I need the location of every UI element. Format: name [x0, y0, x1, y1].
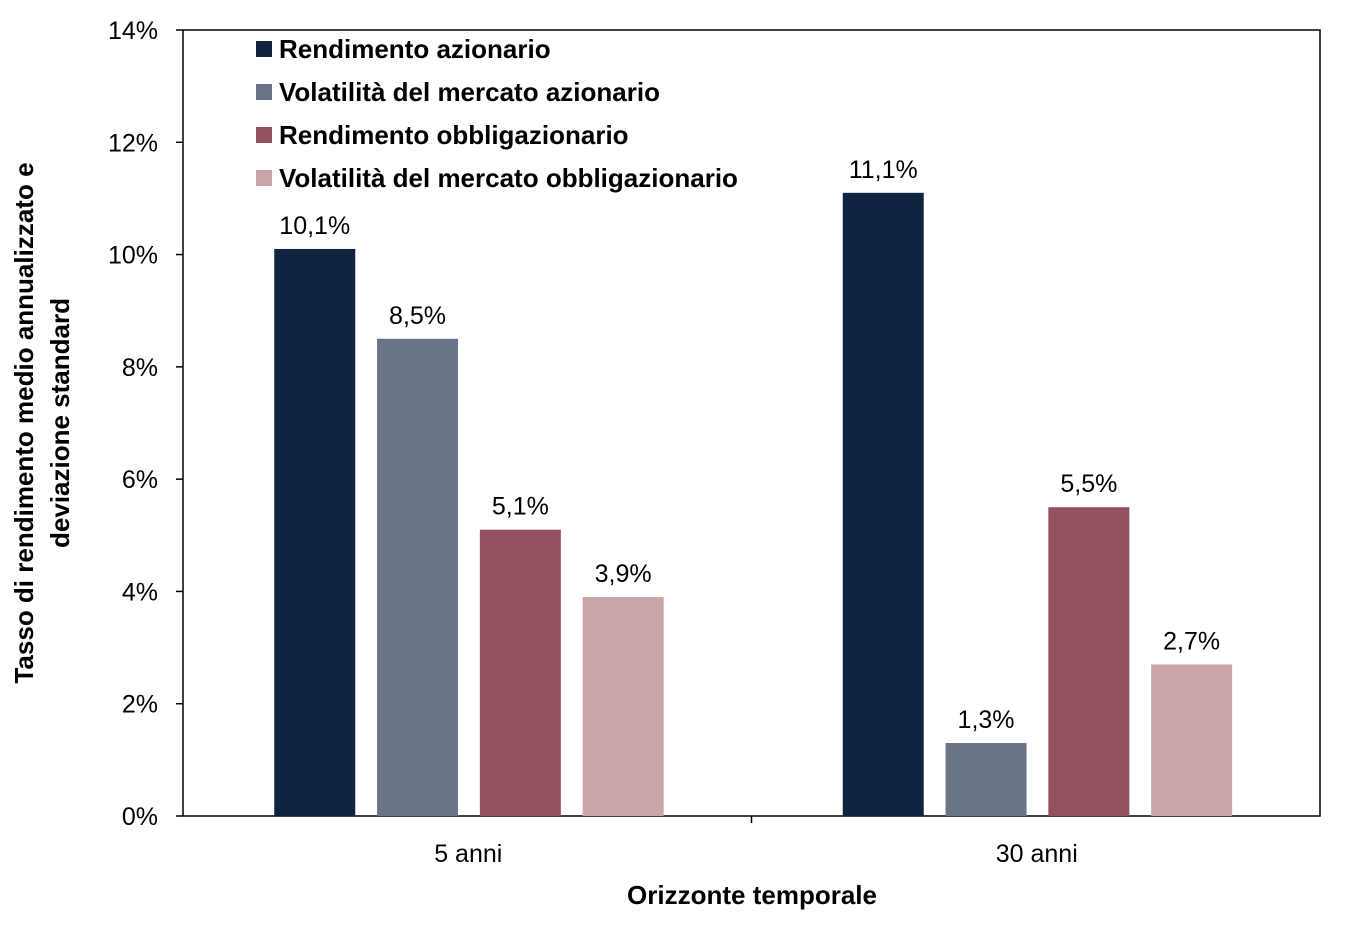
- y-tick-label: 0%: [122, 803, 158, 831]
- y-axis-title: Tasso di rendimento medio annualizzato e…: [9, 162, 75, 683]
- x-axis-title: Orizzonte temporale: [627, 880, 877, 910]
- bar: [945, 743, 1027, 816]
- legend: Rendimento azionario Volatilità del merca…: [256, 34, 738, 193]
- bar: [479, 529, 561, 816]
- bar: [274, 248, 356, 816]
- legend-label: Volatilità del mercato obbligazionario: [279, 163, 738, 193]
- data-label: 2,7%: [1163, 627, 1220, 655]
- data-label: 10,1%: [279, 212, 350, 240]
- legend-swatch: [256, 84, 272, 100]
- legend-swatch: [256, 127, 272, 143]
- data-label: 8,5%: [389, 302, 446, 330]
- data-label: 1,3%: [958, 706, 1015, 734]
- bar: [1151, 664, 1233, 816]
- x-axis-ticks: 5 anni 30 anni: [434, 816, 1078, 868]
- legend-swatch: [256, 170, 272, 186]
- bar: [582, 597, 664, 816]
- x-tick-label: 5 anni: [434, 840, 502, 868]
- data-label: 5,5%: [1060, 470, 1117, 498]
- bar: [377, 338, 459, 816]
- y-tick-label: 12%: [108, 129, 158, 157]
- data-label: 3,9%: [595, 560, 652, 588]
- bar: [1048, 507, 1130, 816]
- legend-label: Volatilità del mercato azionario: [279, 77, 660, 107]
- bars: 10,1% 8,5% 5,1% 3,9% 11,1% 1,3% 5,5% 2,7%: [274, 156, 1233, 817]
- data-label: 5,1%: [492, 493, 549, 521]
- legend-swatch: [256, 41, 272, 57]
- y-tick-label: 8%: [122, 354, 158, 382]
- bar: [842, 192, 924, 817]
- y-axis-title-line-2: deviazione standard: [45, 298, 75, 548]
- legend-label: Rendimento obbligazionario: [279, 120, 629, 150]
- y-axis-title-line-1: Tasso di rendimento medio annualizzato e: [9, 162, 39, 683]
- x-tick-label: 30 anni: [996, 840, 1078, 868]
- y-tick-label: 4%: [122, 578, 158, 606]
- y-tick-label: 14%: [108, 17, 158, 45]
- y-axis-ticks: 0% 2% 4% 6% 8% 10% 12% 14%: [108, 17, 183, 831]
- y-tick-label: 2%: [122, 691, 158, 719]
- data-label: 11,1%: [849, 156, 918, 184]
- legend-label: Rendimento azionario: [279, 34, 551, 64]
- y-tick-label: 6%: [122, 466, 158, 494]
- y-tick-label: 10%: [108, 242, 158, 270]
